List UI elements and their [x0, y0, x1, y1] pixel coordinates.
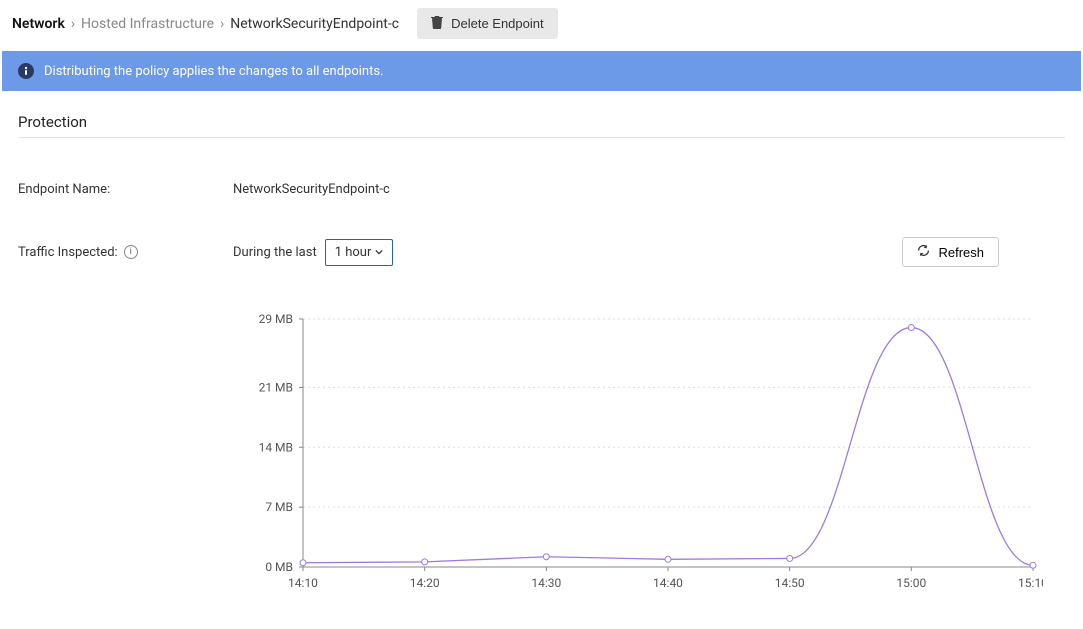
refresh-label: Refresh — [938, 245, 984, 260]
refresh-icon — [917, 244, 930, 260]
breadcrumb-sep: › — [220, 16, 224, 32]
chart-svg: 0 MB 7 MB 14 MB 21 MB 29 MB 14:10 14:20 14:30 14… — [233, 307, 1043, 607]
field-endpoint-name: Endpoint Name: NetworkSecurityEndpoint-c — [18, 182, 1065, 197]
dropdown-value: 1 hour — [335, 245, 372, 260]
svg-text:14:20: 14:20 — [410, 576, 440, 590]
svg-text:15:10: 15:10 — [1018, 576, 1043, 590]
svg-text:0 MB: 0 MB — [265, 560, 293, 574]
svg-text:29 MB: 29 MB — [259, 312, 293, 326]
svg-text:14:10: 14:10 — [288, 576, 318, 590]
header-row: Network › Hosted Infrastructure › Networ… — [0, 0, 1083, 47]
banner-text: Distributing the policy applies the chan… — [44, 64, 383, 79]
endpoint-name-label: Endpoint Name: — [18, 182, 233, 197]
svg-text:14:50: 14:50 — [775, 576, 805, 590]
endpoint-name-value: NetworkSecurityEndpoint-c — [233, 182, 1065, 197]
svg-text:21 MB: 21 MB — [259, 380, 293, 394]
delete-endpoint-button[interactable]: Delete Endpoint — [417, 8, 558, 39]
info-icon — [18, 63, 34, 79]
svg-text:15:00: 15:00 — [896, 576, 926, 590]
trash-icon — [431, 15, 443, 32]
breadcrumb-mid[interactable]: Hosted Infrastructure — [81, 16, 214, 32]
svg-text:14:30: 14:30 — [531, 576, 561, 590]
traffic-label: Traffic Inspected: i — [18, 245, 233, 260]
time-range-dropdown[interactable]: 1 hour — [325, 239, 394, 266]
section-title: Protection — [18, 113, 1065, 138]
svg-text:14 MB: 14 MB — [259, 440, 293, 454]
traffic-chart: 0 MB 7 MB 14 MB 21 MB 29 MB 14:10 14:20 14:30 14… — [233, 307, 1045, 607]
breadcrumb-current: NetworkSecurityEndpoint-c — [230, 16, 399, 32]
svg-text:14:40: 14:40 — [653, 576, 683, 590]
field-traffic-inspected: Traffic Inspected: i During the last 1 h… — [18, 237, 1065, 267]
traffic-label-text: Traffic Inspected: — [18, 245, 118, 260]
breadcrumb: Network › Hosted Infrastructure › Networ… — [12, 16, 399, 32]
refresh-button[interactable]: Refresh — [902, 237, 999, 267]
traffic-prefix: During the last — [233, 245, 317, 260]
info-icon[interactable]: i — [124, 245, 138, 259]
svg-text:7 MB: 7 MB — [265, 500, 293, 514]
chevron-down-icon — [375, 245, 383, 260]
content: Protection Endpoint Name: NetworkSecurit… — [0, 91, 1083, 629]
breadcrumb-sep: › — [71, 16, 75, 32]
traffic-controls: During the last 1 hour Refresh — [233, 237, 1065, 267]
delete-button-label: Delete Endpoint — [451, 16, 544, 31]
breadcrumb-root[interactable]: Network — [12, 16, 65, 32]
info-banner: Distributing the policy applies the chan… — [2, 51, 1081, 91]
